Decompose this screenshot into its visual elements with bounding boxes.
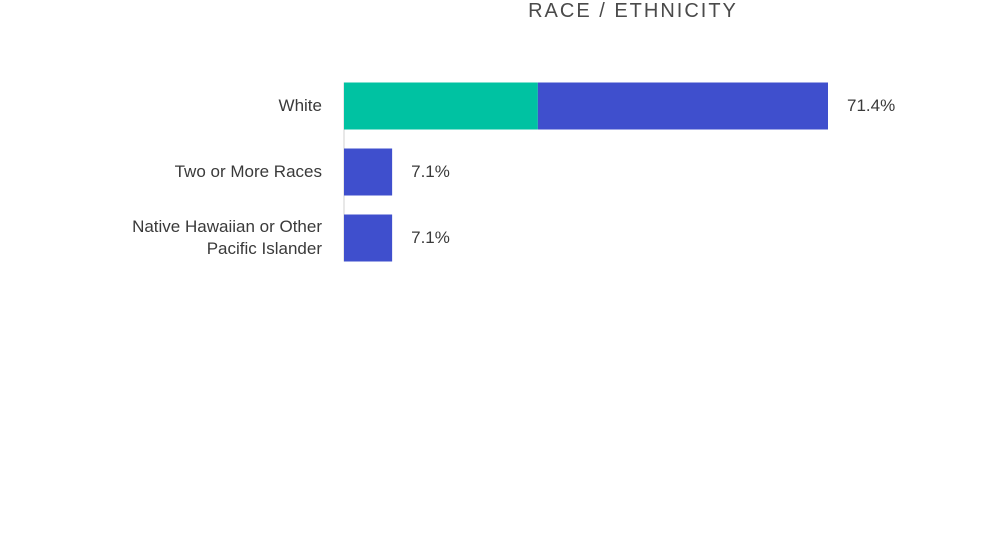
category-label: Two or More Races bbox=[174, 162, 322, 181]
bar-segment bbox=[537, 82, 828, 130]
value-label: 7.1% bbox=[411, 228, 450, 247]
category-label: White bbox=[278, 96, 322, 115]
bar-segment bbox=[344, 82, 538, 130]
value-label: 7.1% bbox=[411, 162, 450, 181]
bar-segment bbox=[344, 148, 393, 196]
value-label: 71.4% bbox=[847, 96, 896, 115]
bar-segment bbox=[344, 214, 393, 262]
category-label: Native Hawaiian or Other Pacific Islande… bbox=[132, 217, 322, 258]
chart-title: RACE / ETHNICITY bbox=[528, 0, 738, 22]
